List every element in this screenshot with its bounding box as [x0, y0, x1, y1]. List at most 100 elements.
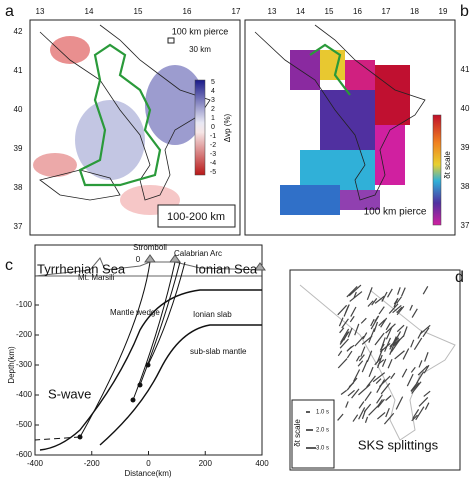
colorbar [432, 114, 442, 226]
splitting-stick [424, 352, 429, 362]
lon-tick-label: 16 [183, 7, 192, 16]
splitting-stick [346, 377, 358, 391]
splitting-stick [374, 332, 385, 346]
splitting-stick [380, 317, 388, 328]
pierce-outline [78, 43, 162, 187]
panel-b: b δt scale 100 km pierce [244, 3, 469, 236]
splitting-stick [406, 373, 414, 387]
splitting-stick [386, 288, 393, 298]
splitting-stick [396, 324, 405, 333]
splitting-stick [361, 359, 369, 373]
scale-box [291, 399, 335, 469]
splitting-stick [415, 406, 425, 421]
y-tick-label: -300 [16, 360, 33, 369]
splitting-cell [300, 150, 375, 190]
x-axis-title: Distance(km) [124, 469, 171, 478]
lat-tick-label: 40 [461, 104, 470, 113]
splitting-cell [320, 50, 345, 80]
event [137, 382, 143, 388]
y-tick-label: -500 [16, 420, 33, 429]
station [169, 254, 181, 263]
splitting-stick [396, 306, 403, 314]
splitting-stick [337, 304, 348, 316]
anomaly [33, 153, 77, 177]
lon-tick-label: 13 [268, 7, 277, 16]
scale-bar [167, 37, 175, 44]
lat-tick-label: 39 [14, 144, 23, 153]
splitting-stick [409, 304, 413, 311]
panel-title: SKS splittings [358, 437, 439, 452]
lon-tick-label: 15 [325, 7, 334, 16]
ray-path [147, 261, 186, 366]
splitting-stick [401, 368, 408, 378]
splitting-stick [385, 323, 396, 334]
scale-label: 30 km [189, 45, 211, 54]
lon-tick-label: 17 [382, 7, 391, 16]
panel-label: b [460, 3, 469, 20]
colorbar-tick-label: 4 [211, 88, 215, 95]
splitting-stick [358, 401, 365, 409]
splitting-stick [370, 318, 375, 327]
splitting-stick [394, 338, 400, 345]
region-label: S-wave [48, 386, 91, 401]
splitting-stick [401, 287, 406, 297]
depth-box [157, 204, 236, 228]
station [254, 262, 266, 271]
splitting-stick [368, 328, 376, 343]
colorbar-tick-label: -4 [210, 160, 216, 167]
splitting-stick [378, 375, 391, 388]
splitting-stick [417, 365, 428, 376]
scale-title: δt scale [293, 419, 302, 447]
splitting-stick [358, 407, 366, 420]
splitting-stick [366, 375, 376, 388]
lat-tick-label: 41 [461, 65, 470, 74]
slab-bottom [99, 324, 262, 446]
y-tick-label: -400 [16, 390, 33, 399]
lon-tick-label: 14 [296, 7, 305, 16]
splitting-stick [340, 328, 350, 343]
splitting-stick [353, 291, 357, 298]
splitting-stick [347, 327, 353, 338]
splitting-stick [366, 350, 373, 363]
splitting-stick [373, 321, 379, 333]
lon-tick-label: 18 [410, 7, 419, 16]
splitting-stick [385, 395, 392, 401]
splitting-stick [338, 317, 344, 327]
splitting-stick [348, 284, 362, 297]
splitting-stick [423, 390, 431, 397]
panel-label: c [5, 257, 13, 274]
splitting-stick [397, 287, 401, 295]
lat-tick-label: 37 [461, 221, 470, 230]
splitting-stick [360, 346, 366, 357]
splitting-stick [379, 343, 385, 351]
splitting-stick [364, 391, 372, 402]
place-label: Stromboli [133, 243, 167, 252]
splitting-stick [337, 413, 344, 421]
splitting-stick [339, 331, 350, 345]
splitting-stick [378, 306, 385, 315]
lat-tick-label: 37 [14, 222, 23, 231]
splitting-stick [396, 296, 403, 304]
splitting-stick [376, 394, 383, 404]
splitting-stick [377, 354, 383, 369]
colorbar-tick-label: 0 [211, 124, 215, 131]
lat-tick-label: 41 [14, 66, 23, 75]
splitting-stick [363, 403, 372, 413]
splitting-stick [410, 382, 420, 392]
colorbar [194, 79, 206, 176]
splitting-stick [374, 295, 385, 304]
splitting-stick [390, 372, 396, 380]
lat-tick-label: 38 [461, 182, 470, 191]
splitting-stick [377, 411, 386, 420]
splitting-stick [345, 401, 349, 408]
splitting-stick [381, 358, 387, 368]
region-label: Mantle wedge [110, 308, 160, 317]
splitting-stick [360, 317, 367, 324]
splitting-stick [387, 358, 393, 369]
scale-label: 3.0 s [316, 446, 329, 452]
splitting-stick [354, 335, 365, 347]
splitting-stick [362, 332, 368, 340]
panel-label: a [5, 3, 14, 20]
coastline [299, 284, 456, 441]
